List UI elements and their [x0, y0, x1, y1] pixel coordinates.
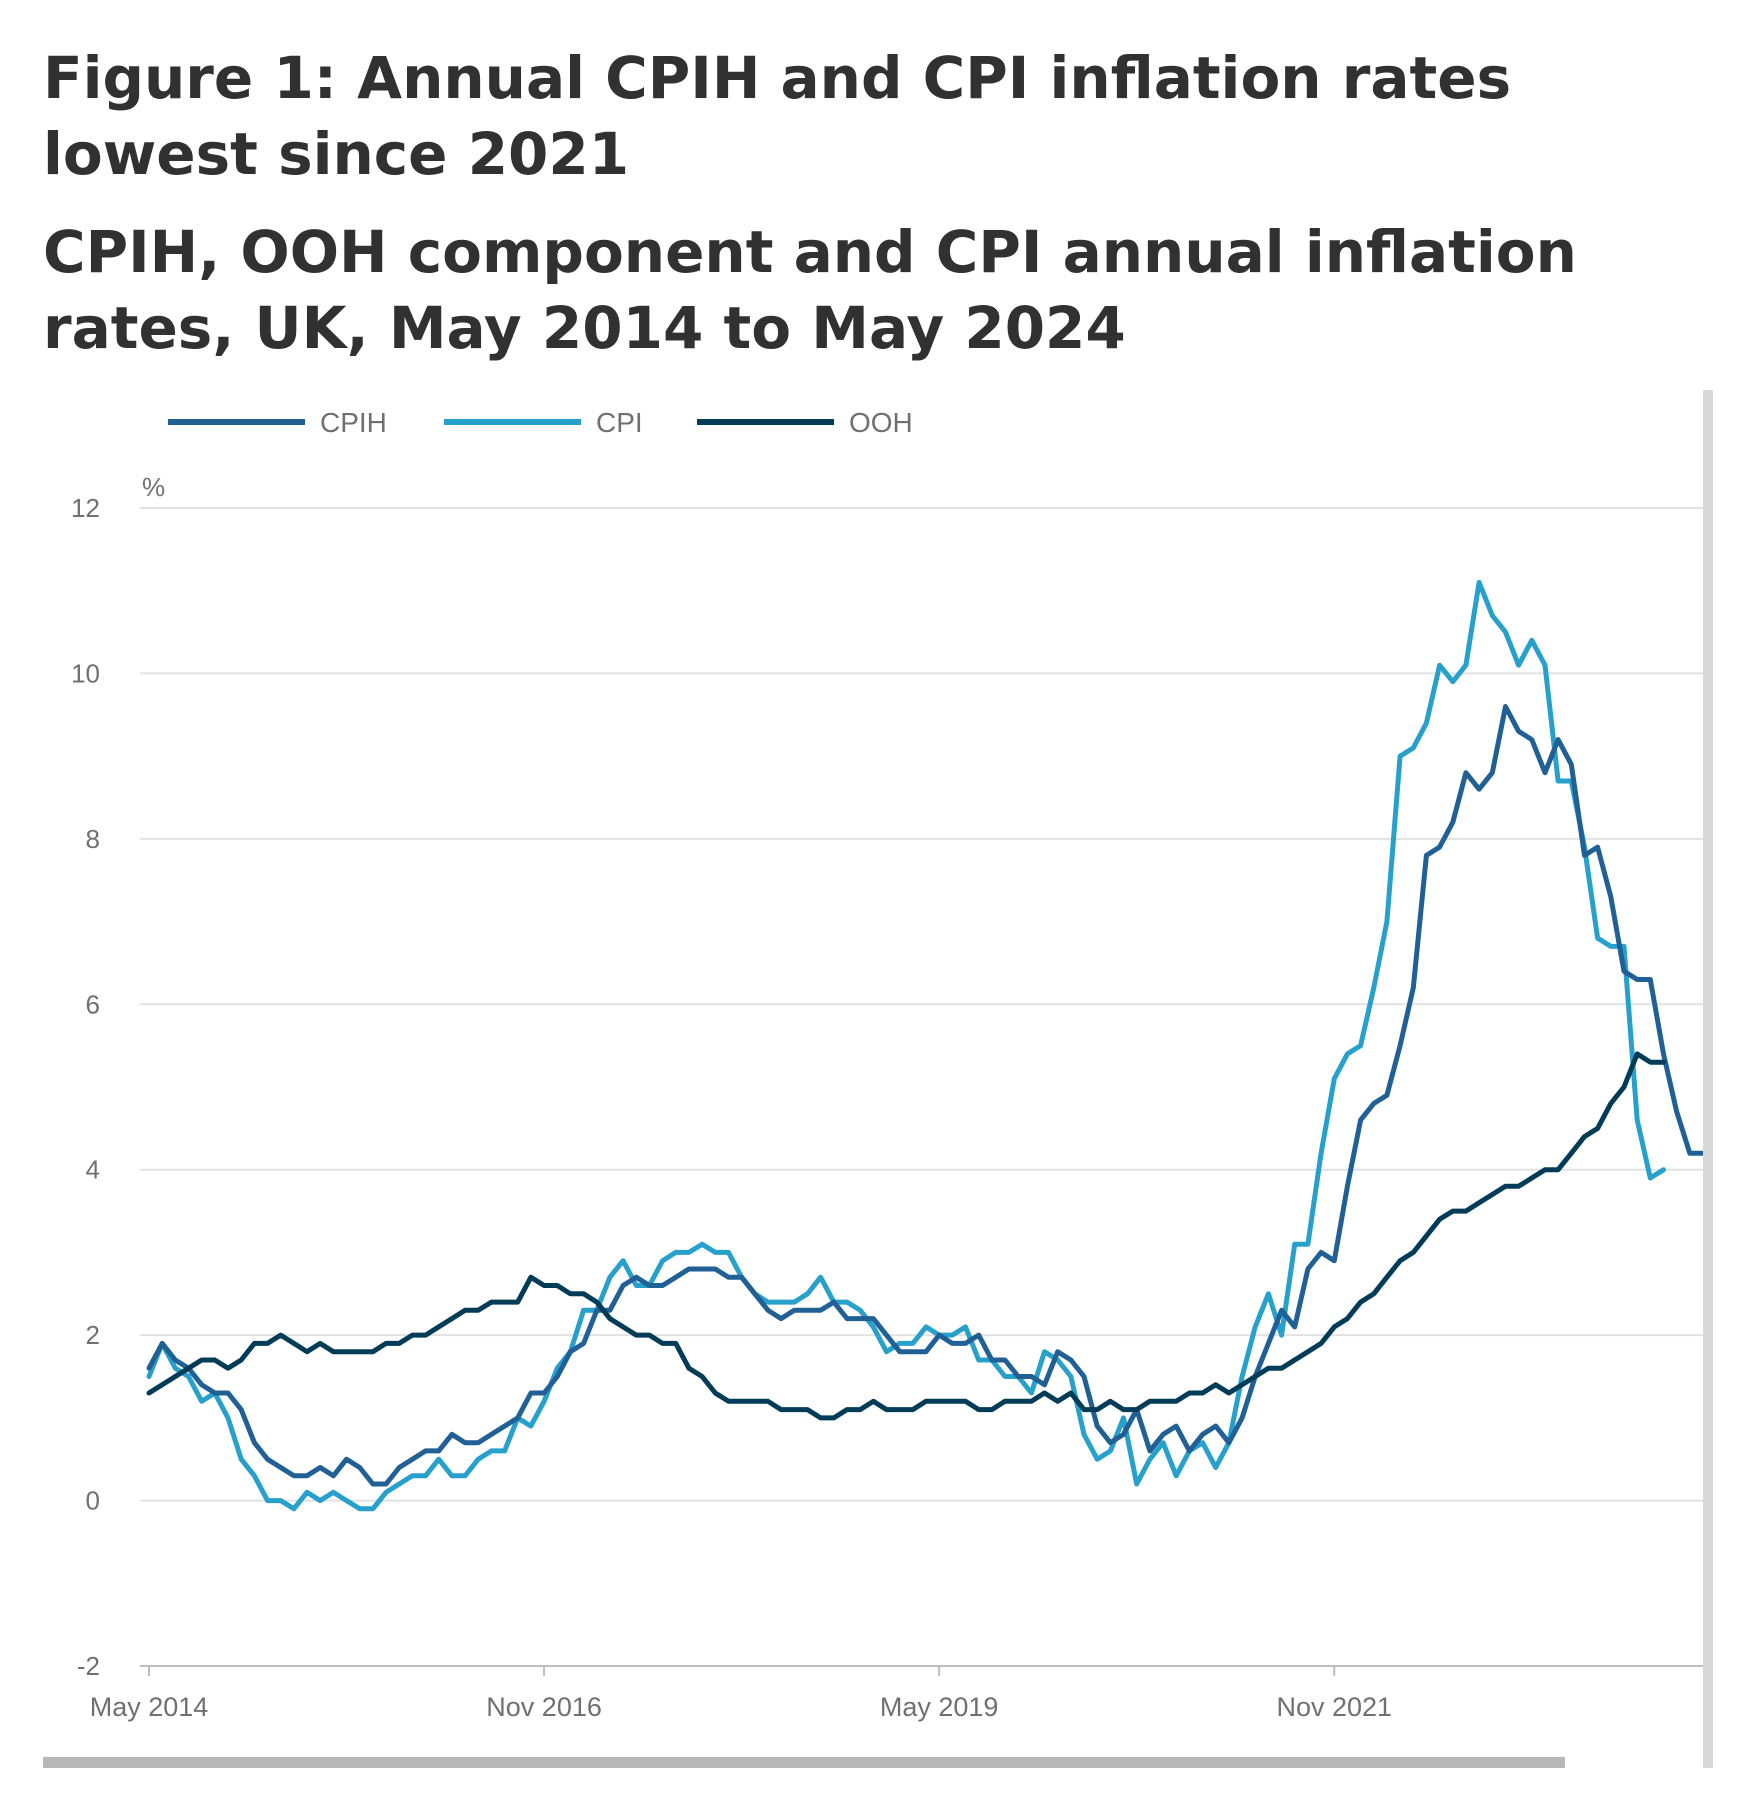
y-tick-label: 4 — [86, 1155, 100, 1185]
chart-header: Figure 1: Annual CPIH and CPI inflation … — [43, 40, 1683, 366]
legend-label-cpih: CPIH — [320, 407, 387, 438]
y-tick-label: 12 — [71, 493, 100, 523]
x-tick-label: May 2014 — [90, 1692, 209, 1722]
y-tick-label: 2 — [86, 1320, 100, 1350]
y-tick-label: 8 — [86, 824, 100, 854]
y-tick-label: 10 — [71, 658, 100, 688]
x-tick-label: May 2019 — [880, 1692, 999, 1722]
series-line-cpih — [146, 704, 1706, 1487]
x-tick-label: Nov 2021 — [1276, 1692, 1392, 1722]
legend-label-cpi: CPI — [596, 407, 643, 438]
legend-label-ooh: OOH — [849, 407, 913, 438]
y-tick-label: -2 — [77, 1651, 100, 1681]
horizontal-scrollbar[interactable] — [43, 1757, 1565, 1768]
series-line-ooh — [146, 1051, 1666, 1421]
vertical-scrollbar[interactable] — [1703, 390, 1713, 1768]
x-tick-label: Nov 2016 — [486, 1692, 602, 1722]
figure-title: Figure 1: Annual CPIH and CPI inflation … — [43, 44, 1512, 188]
y-tick-label: 6 — [86, 989, 100, 1019]
figure-subtitle: CPIH, OOH component and CPI annual infla… — [43, 218, 1577, 362]
series-line-cpi — [146, 579, 1666, 1512]
y-tick-label: 0 — [86, 1486, 100, 1516]
line-chart: -2 0 2 4 6 8 10 12% May 2014 Nov 2016 May 2019 Nov … — [71, 407, 1706, 1722]
y-axis-unit: % — [142, 472, 165, 502]
